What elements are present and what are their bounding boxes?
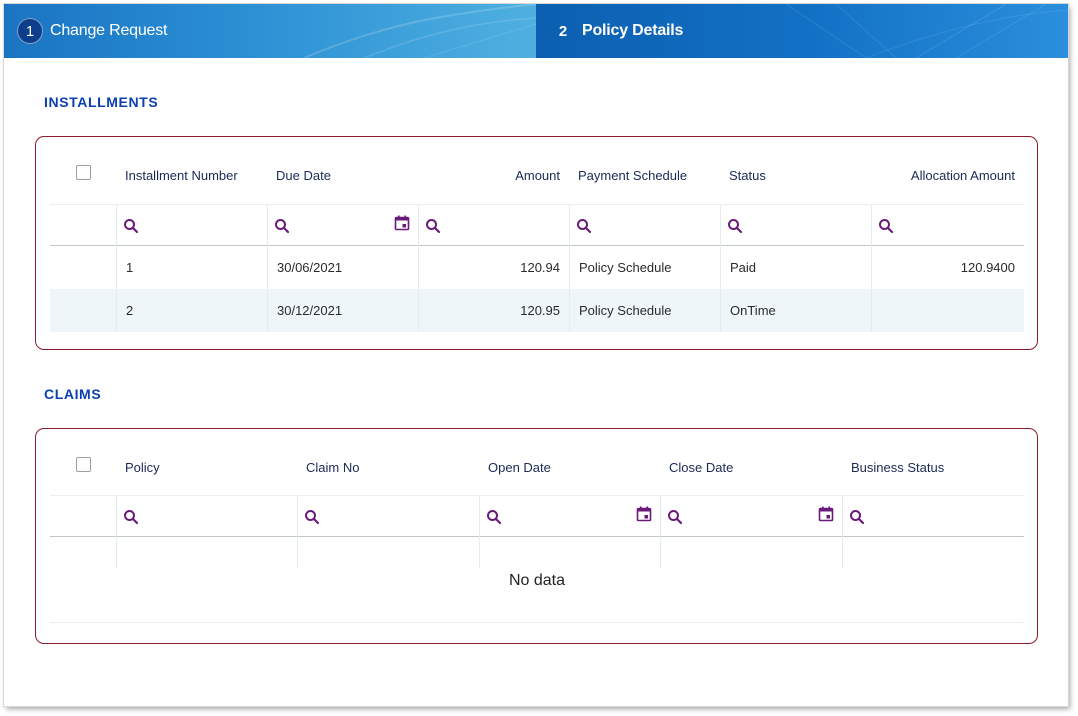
installments-grid: Installment Number Due Date Amount Payme… xyxy=(50,146,1024,342)
column-header-allocation-amount[interactable]: Allocation Amount xyxy=(910,167,1015,183)
column-header-installment-number[interactable]: Installment Number xyxy=(125,167,238,183)
installments-title: INSTALLMENTS xyxy=(44,94,159,110)
search-icon xyxy=(275,218,290,233)
search-icon xyxy=(124,509,139,524)
cell-amount: 120.95 xyxy=(418,289,569,332)
cell-status: Paid xyxy=(720,246,871,289)
cell-installment-number: 2 xyxy=(116,289,267,332)
cell-due-date: 30/06/2021 xyxy=(267,246,418,289)
search-icon xyxy=(426,218,441,233)
column-header-payment-schedule[interactable]: Payment Schedule xyxy=(578,167,688,183)
table-row[interactable]: 1 30/06/2021 120.94 Policy Schedule Paid… xyxy=(50,246,1024,289)
step-number-badge: 1 xyxy=(17,18,43,44)
filter-open-date[interactable] xyxy=(479,496,660,537)
cell-payment-schedule: Policy Schedule xyxy=(569,246,720,289)
search-icon xyxy=(728,218,743,233)
filter-business-status[interactable] xyxy=(842,496,1024,537)
column-header-business-status[interactable]: Business Status xyxy=(851,459,945,475)
column-header-open-date[interactable]: Open Date xyxy=(488,459,551,475)
cell-payment-schedule: Policy Schedule xyxy=(569,289,720,332)
step-change-request[interactable]: 1 Change Request xyxy=(4,4,536,58)
filter-close-date[interactable] xyxy=(660,496,842,537)
filter-installment-number[interactable] xyxy=(116,205,267,246)
column-header-policy[interactable]: Policy xyxy=(125,459,160,475)
search-icon xyxy=(305,509,320,524)
filter-due-date[interactable] xyxy=(267,205,418,246)
step-label: Change Request xyxy=(50,22,168,39)
claims-header-row: Policy Claim No Open Date Close Date Bus… xyxy=(50,438,1024,496)
filter-policy[interactable] xyxy=(116,496,297,537)
claims-title: CLAIMS xyxy=(44,386,102,402)
column-header-status[interactable]: Status xyxy=(729,167,766,183)
installments-header-row: Installment Number Due Date Amount Payme… xyxy=(50,146,1024,204)
search-icon xyxy=(124,218,139,233)
grid-bottom-divider xyxy=(50,622,1024,623)
search-icon xyxy=(577,218,592,233)
column-header-due-date[interactable]: Due Date xyxy=(276,167,331,183)
step-label: Policy Details xyxy=(582,22,684,39)
wizard-steps: 1 Change Request 2 Policy Details xyxy=(4,4,1068,58)
search-icon xyxy=(850,509,865,524)
column-header-claim-no[interactable]: Claim No xyxy=(306,459,360,475)
row-selector[interactable] xyxy=(50,289,116,332)
row-selector[interactable] xyxy=(50,246,116,289)
search-icon xyxy=(879,218,894,233)
claims-filter-row xyxy=(50,495,1024,537)
claims-panel: Policy Claim No Open Date Close Date Bus… xyxy=(35,428,1038,644)
installments-panel: Installment Number Due Date Amount Payme… xyxy=(35,136,1038,350)
empty-row-dividers xyxy=(50,537,1024,568)
calendar-icon[interactable] xyxy=(818,506,834,522)
cell-installment-number: 1 xyxy=(116,246,267,289)
filter-claim-no[interactable] xyxy=(297,496,479,537)
filter-allocation-amount[interactable] xyxy=(871,205,1024,246)
select-all-checkbox[interactable] xyxy=(76,457,91,472)
step-number: 2 xyxy=(558,22,568,40)
cell-allocation-amount xyxy=(871,289,1024,332)
cell-amount: 120.94 xyxy=(418,246,569,289)
table-row[interactable]: 2 30/12/2021 120.95 Policy Schedule OnTi… xyxy=(50,289,1024,332)
no-data-message: No data xyxy=(508,572,566,589)
calendar-icon[interactable] xyxy=(636,506,652,522)
filter-payment-schedule[interactable] xyxy=(569,205,720,246)
claims-grid: Policy Claim No Open Date Close Date Bus… xyxy=(50,438,1024,634)
filter-status[interactable] xyxy=(720,205,871,246)
cell-allocation-amount: 120.9400 xyxy=(871,246,1024,289)
calendar-icon[interactable] xyxy=(394,215,410,231)
select-all-checkbox[interactable] xyxy=(76,165,91,180)
cell-status: OnTime xyxy=(720,289,871,332)
column-header-close-date[interactable]: Close Date xyxy=(669,459,734,475)
step-policy-details[interactable]: 2 Policy Details xyxy=(536,4,1068,58)
column-header-amount[interactable]: Amount xyxy=(515,167,560,183)
filter-amount[interactable] xyxy=(418,205,569,246)
search-icon xyxy=(487,509,502,524)
search-icon xyxy=(668,509,683,524)
cell-due-date: 30/12/2021 xyxy=(267,289,418,332)
page-frame: 1 Change Request 2 Policy Details INSTAL… xyxy=(4,4,1068,706)
installments-filter-row xyxy=(50,204,1024,246)
